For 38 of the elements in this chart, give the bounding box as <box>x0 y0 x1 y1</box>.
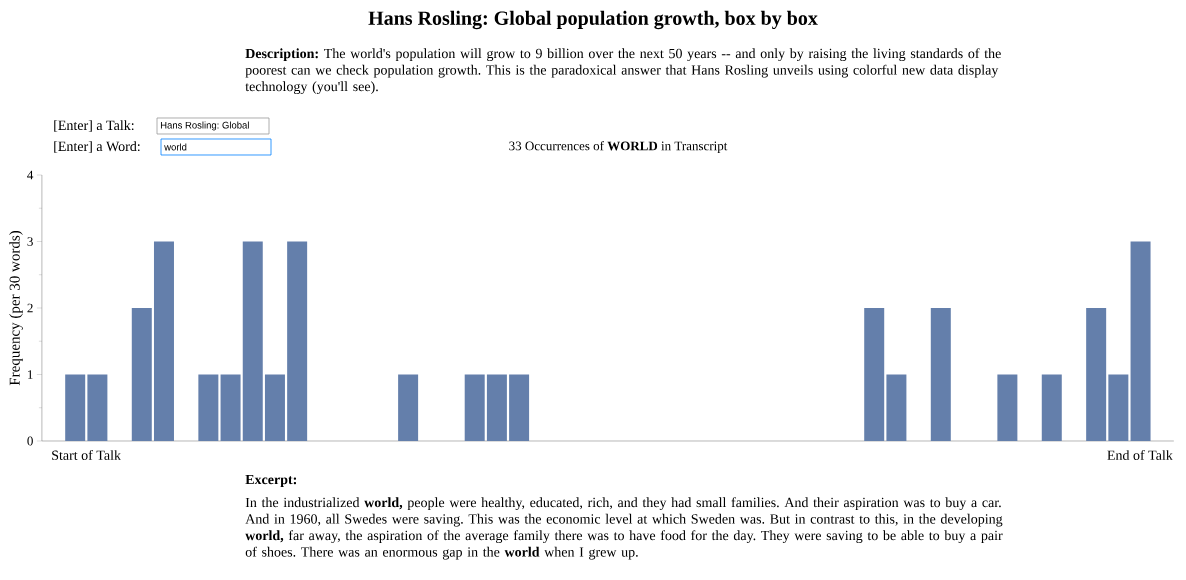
bar <box>1086 308 1107 441</box>
chart-title: Hans Rosling: Global population growth, box by box <box>368 10 818 30</box>
text: In the industrialized world, people were healthy, educated, rich, and they had small families. And their aspiration was to buy a car. And in 1960, all Swedes were saving. This was the economic level at which Sweden was. But in contrast to this, in the developing world, far away, the aspiration of the average family there was to have food for the day. They were saving to be able to buy a pair of shoes. There was an enormous gap in the world when I grew up. <box>245 497 1003 560</box>
bar <box>930 308 951 441</box>
bar <box>131 308 152 441</box>
bar <box>509 374 530 441</box>
bar <box>220 374 241 441</box>
y-tick-label: 2 <box>27 303 33 313</box>
bar <box>153 241 174 441</box>
text: Description: The world's population will grow to 9 billion over the next 50 years -- and only by raising the living standards of the poorest can we check population growth. This is the paradoxical answer that Hans Rosling unveils using colorful new data display technology (you'll see). <box>245 48 1001 95</box>
text: End of Talk <box>1107 450 1173 460</box>
y-axis-title: Frequency (per 30 words) <box>9 230 23 386</box>
chart-subtitle: 33 Occurrences of WORLD in Transcript <box>509 141 728 153</box>
y-tick-label: 3 <box>27 237 33 246</box>
y-tick-label: 4 <box>27 170 34 180</box>
bar <box>997 374 1018 441</box>
bar <box>87 374 108 441</box>
text: [Enter] a Word: <box>54 141 140 153</box>
bar <box>287 241 308 441</box>
bar <box>242 241 263 441</box>
bar <box>398 374 419 441</box>
bar <box>198 374 219 441</box>
text: Excerpt: <box>245 474 297 488</box>
y-tick-label: 0 <box>27 436 33 446</box>
bar <box>1108 374 1129 441</box>
bar <box>464 374 485 441</box>
text: [Enter] a Talk: <box>54 120 134 132</box>
text: Hans Rosling: Global <box>160 121 249 131</box>
bar <box>1041 374 1062 441</box>
bar <box>1130 241 1151 441</box>
bar <box>486 374 507 441</box>
bar <box>864 308 885 441</box>
bar <box>886 374 907 441</box>
text: world <box>164 143 187 151</box>
bar <box>65 374 86 441</box>
bar <box>264 374 285 441</box>
y-tick-label: 1 <box>28 370 33 379</box>
text: Start of Talk <box>52 450 121 460</box>
